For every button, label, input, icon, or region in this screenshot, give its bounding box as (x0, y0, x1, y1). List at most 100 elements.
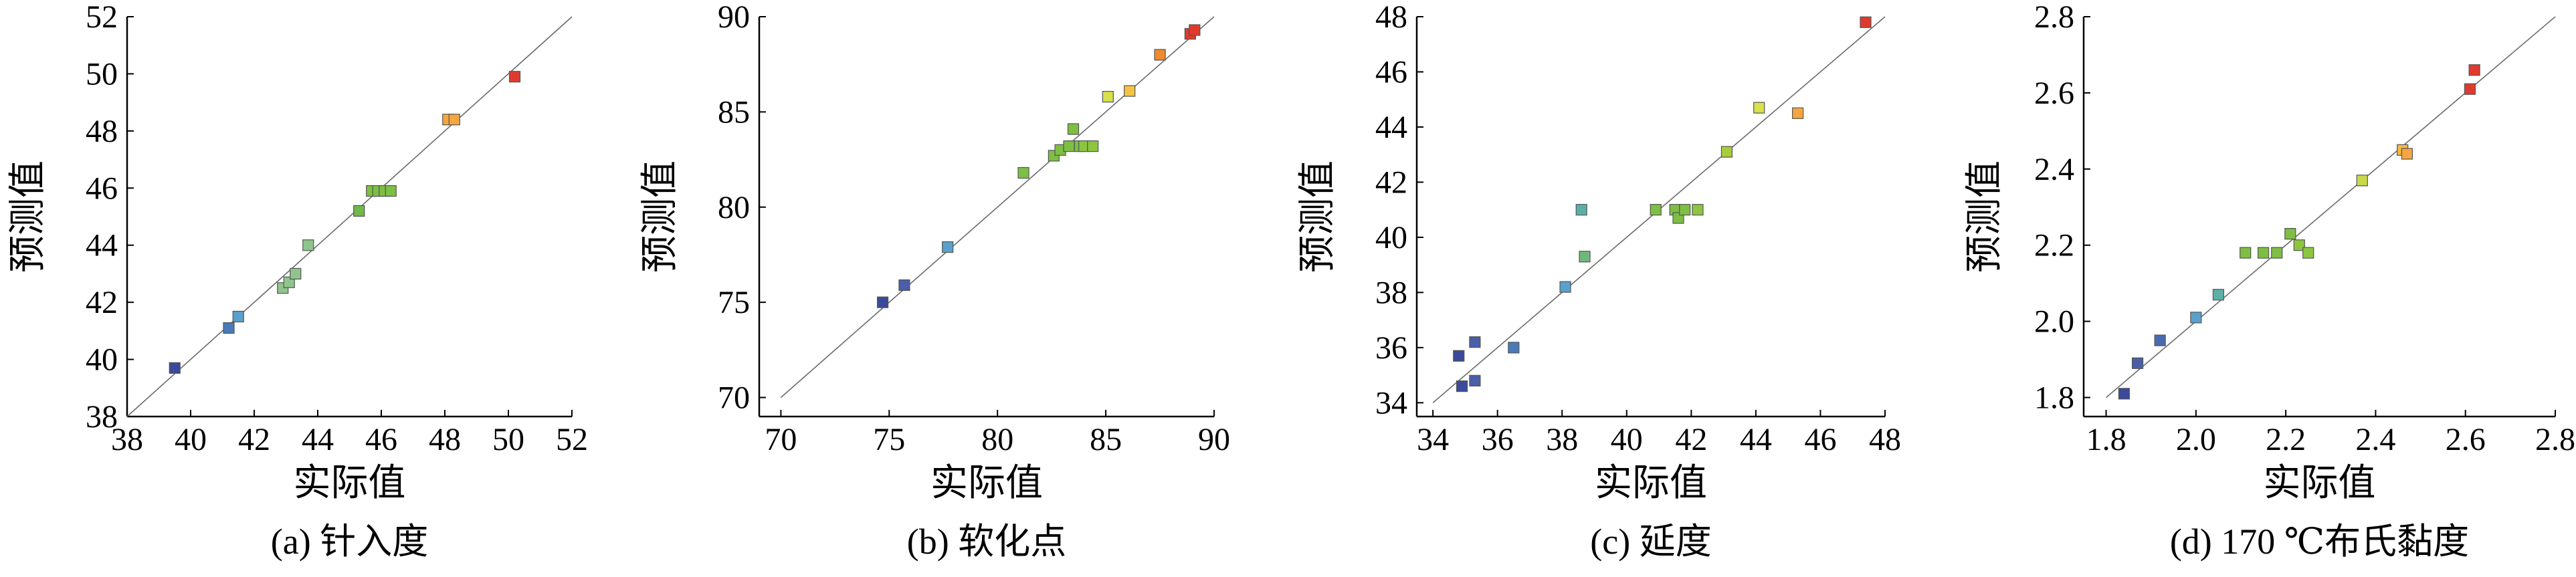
data-point (1753, 102, 1765, 114)
data-point (2356, 175, 2368, 187)
y-axis-label: 预测值 (1964, 160, 2005, 273)
data-point (2401, 148, 2413, 160)
y-tick-label: 40 (1375, 220, 1407, 255)
data-point (290, 267, 302, 280)
x-tick-label: 2.2 (2266, 422, 2306, 457)
x-tick-label: 48 (429, 422, 461, 457)
data-point (448, 114, 460, 126)
y-tick-label: 2.0 (2034, 304, 2074, 340)
y-tick-label: 85 (718, 94, 750, 130)
data-point (2257, 247, 2270, 259)
y-tick-label: 42 (1375, 164, 1407, 200)
x-tick-label: 2.6 (2446, 422, 2486, 457)
y-tick-label: 2.8 (2034, 0, 2074, 35)
data-point (1063, 140, 1075, 152)
x-axis-label: 实际值 (2264, 463, 2376, 504)
panel-caption: (c) 延度 (1590, 522, 1711, 562)
data-point (223, 322, 235, 334)
data-point (1559, 281, 1571, 293)
data-point (1860, 16, 1872, 28)
x-tick-label: 42 (1675, 422, 1707, 457)
y-tick-label: 44 (86, 228, 118, 263)
x-tick-label: 80 (981, 422, 1013, 457)
data-point (2302, 247, 2314, 259)
x-axis-label: 实际值 (1595, 463, 1707, 504)
y-tick-label: 46 (1375, 54, 1407, 90)
x-tick-label: 2.8 (2535, 422, 2575, 457)
x-tick-label: 44 (1740, 422, 1772, 457)
reference-line (126, 16, 573, 417)
x-tick-label: 46 (1804, 422, 1836, 457)
data-point (1154, 49, 1166, 61)
data-point (1189, 24, 1201, 36)
data-point (1067, 123, 1080, 135)
reference-line (2106, 16, 2556, 398)
data-point (508, 71, 521, 83)
data-point (2464, 83, 2476, 95)
x-tick-label: 46 (365, 422, 397, 457)
data-point (1575, 204, 1587, 216)
x-tick-label: 38 (111, 422, 143, 457)
data-point (1692, 204, 1704, 216)
data-point (2131, 357, 2144, 369)
data-point (2240, 247, 2252, 259)
data-point (942, 241, 954, 253)
panel-caption: (d) 170 ℃布氏黏度 (2170, 522, 2469, 562)
data-point (169, 362, 181, 374)
x-tick-label: 50 (492, 422, 524, 457)
x-tick-label: 90 (1198, 422, 1230, 457)
y-tick-label: 36 (1375, 330, 1407, 366)
y-tick-label: 80 (718, 190, 750, 225)
data-point (1792, 107, 1804, 119)
data-point (385, 185, 397, 197)
panel-caption: (a) 针入度 (271, 522, 428, 562)
data-point (2271, 247, 2283, 259)
y-tick-label: 34 (1375, 385, 1407, 421)
y-tick-label: 2.6 (2034, 76, 2074, 111)
data-point (1453, 350, 1465, 362)
x-tick-label: 44 (302, 422, 334, 457)
data-point (2293, 239, 2305, 251)
y-tick-label: 52 (86, 0, 118, 35)
y-tick-label: 46 (86, 170, 118, 206)
y-tick-label: 42 (86, 285, 118, 320)
y-axis-label: 预测值 (639, 160, 681, 273)
y-tick-label: 38 (1375, 275, 1407, 310)
data-point (1456, 380, 1468, 392)
y-tick-label: 38 (86, 399, 118, 435)
x-tick-label: 2.4 (2355, 422, 2395, 457)
x-tick-label: 34 (1417, 422, 1449, 457)
data-point (2284, 228, 2296, 240)
data-point (1087, 140, 1099, 152)
data-point (1017, 166, 1029, 179)
data-point (1650, 204, 1662, 216)
x-tick-label: 52 (556, 422, 588, 457)
data-point (876, 296, 889, 308)
x-tick-label: 48 (1869, 422, 1901, 457)
y-tick-label: 75 (718, 285, 750, 320)
chart-panel-1: 70 75 80 85 90 70 75 80 85 90 实际值 预测值 (b) 软化点 (639, 0, 1230, 562)
y-tick-label: 48 (1375, 0, 1407, 35)
data-point (2212, 289, 2225, 301)
x-tick-label: 85 (1090, 422, 1122, 457)
x-tick-label: 75 (873, 422, 905, 457)
y-tick-label: 2.4 (2034, 152, 2074, 187)
y-tick-label: 1.8 (2034, 380, 2074, 416)
data-point (1102, 91, 1114, 103)
y-tick-label: 70 (718, 380, 750, 416)
x-tick-label: 1.8 (2086, 422, 2126, 457)
y-axis-label: 预测值 (7, 160, 49, 273)
chart-panel-0: 38 40 42 44 46 48 50 52 38 40 42 44 46 48 50 52 实际值 预测值 (a… (7, 0, 588, 562)
x-axis-label: 实际值 (294, 463, 406, 504)
panel-caption: (b) 软化点 (907, 522, 1066, 562)
reference-line (780, 16, 1215, 398)
data-point (1469, 336, 1481, 348)
chart-panel-2: 34 36 38 40 42 44 46 48 34 36 38 40 42 44 46 48 实际值 预测值 (c… (1297, 0, 1901, 562)
data-point (1469, 374, 1481, 386)
data-point (1679, 204, 1691, 216)
data-point (1579, 251, 1591, 263)
data-point (302, 239, 314, 251)
x-axis-label: 实际值 (930, 463, 1043, 504)
x-tick-label: 36 (1482, 422, 1514, 457)
